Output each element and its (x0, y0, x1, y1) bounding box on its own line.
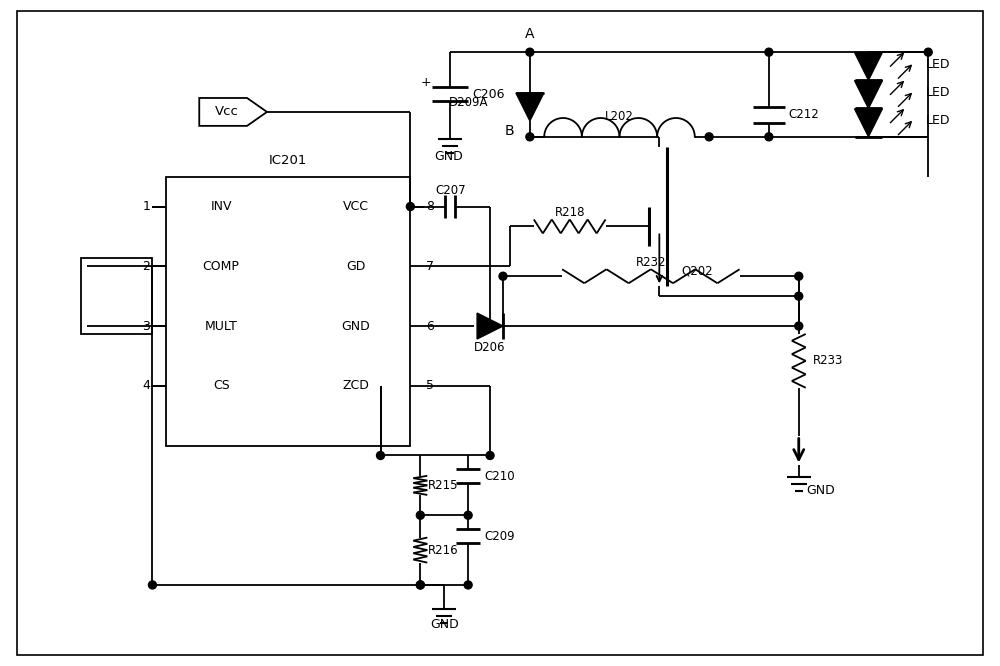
Circle shape (795, 322, 803, 330)
Circle shape (486, 322, 494, 330)
Text: D209A: D209A (449, 97, 488, 109)
Text: INV: INV (210, 200, 232, 213)
Text: MULT: MULT (205, 320, 238, 332)
Circle shape (765, 48, 773, 56)
Text: 7: 7 (426, 260, 434, 273)
Text: 4: 4 (143, 379, 150, 392)
Circle shape (795, 272, 803, 280)
Text: C206: C206 (472, 87, 505, 101)
Polygon shape (855, 81, 882, 109)
Circle shape (795, 292, 803, 300)
Text: ZCD: ZCD (342, 379, 369, 392)
Circle shape (486, 452, 494, 460)
Circle shape (464, 511, 472, 519)
Text: A: A (525, 27, 535, 41)
Circle shape (526, 133, 534, 141)
Text: R218: R218 (554, 206, 585, 219)
Text: Q202: Q202 (681, 265, 713, 278)
Text: R232: R232 (636, 256, 666, 269)
Text: VCC: VCC (343, 200, 369, 213)
Text: GD: GD (346, 260, 365, 273)
Text: GND: GND (341, 320, 370, 332)
Bar (81, 258, 152, 334)
Circle shape (765, 133, 773, 141)
Circle shape (416, 511, 424, 519)
Text: 5: 5 (426, 379, 434, 392)
Text: D206: D206 (474, 342, 506, 354)
Text: R216: R216 (428, 543, 459, 557)
Text: GND: GND (807, 484, 835, 497)
Bar (166, 176, 410, 446)
Polygon shape (855, 53, 882, 80)
Text: L202: L202 (605, 111, 634, 123)
Text: R215: R215 (428, 479, 459, 492)
Circle shape (377, 452, 384, 460)
Text: IC201: IC201 (269, 155, 308, 167)
Circle shape (416, 581, 424, 589)
Text: B: B (504, 124, 514, 138)
Text: Vcc: Vcc (215, 105, 239, 119)
Circle shape (416, 581, 424, 589)
Text: +: + (421, 75, 432, 89)
Text: R233: R233 (813, 354, 843, 368)
Text: LED: LED (926, 58, 951, 71)
Text: LED: LED (926, 115, 951, 127)
Text: CS: CS (213, 379, 230, 392)
Polygon shape (516, 93, 544, 121)
Text: 1: 1 (143, 200, 150, 213)
Circle shape (924, 48, 932, 56)
Text: C210: C210 (484, 470, 515, 483)
Circle shape (486, 322, 494, 330)
Text: C212: C212 (789, 109, 820, 121)
Text: 8: 8 (426, 200, 434, 213)
Circle shape (148, 581, 156, 589)
Circle shape (705, 133, 713, 141)
Text: GND: GND (430, 618, 459, 631)
Circle shape (406, 202, 414, 210)
Circle shape (526, 48, 534, 56)
Text: C207: C207 (435, 184, 466, 197)
Polygon shape (855, 109, 882, 137)
Text: C209: C209 (484, 529, 515, 543)
Polygon shape (477, 313, 503, 339)
Text: COMP: COMP (203, 260, 240, 273)
Text: 2: 2 (143, 260, 150, 273)
Circle shape (499, 272, 507, 280)
Text: LED: LED (926, 86, 951, 99)
Text: 6: 6 (426, 320, 434, 332)
Text: GND: GND (434, 151, 463, 163)
Circle shape (464, 581, 472, 589)
Text: 3: 3 (143, 320, 150, 332)
